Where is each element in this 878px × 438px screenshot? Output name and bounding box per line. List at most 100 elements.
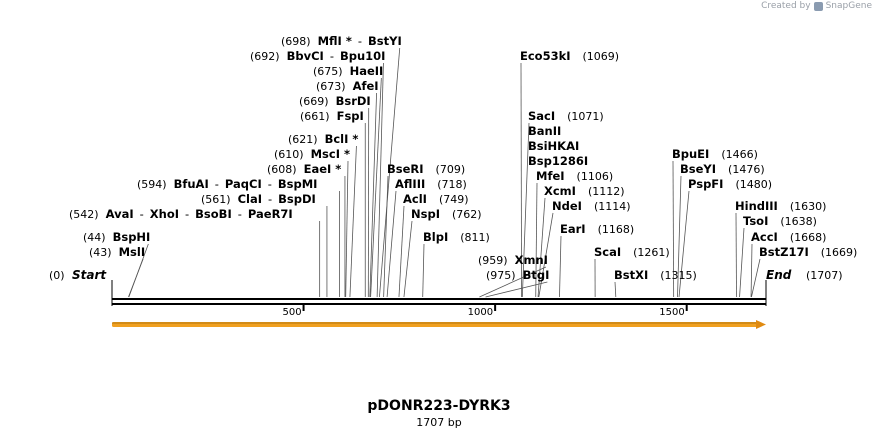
leader-line [614, 281, 617, 298]
enzyme-name: ScaI [594, 245, 621, 259]
enzyme-position: (1668) [790, 231, 827, 244]
leader-line [398, 205, 405, 298]
enzyme-name: MscI * [311, 147, 350, 161]
tick-label: 1000 [468, 307, 493, 318]
enzyme-name: SacI [528, 109, 555, 123]
enzyme-position: (718) [437, 178, 467, 191]
enzyme-label: (561) ClaI - BspDI [201, 192, 316, 206]
enzyme-label: (669) BsrDI [299, 94, 371, 108]
enzyme-label: Eco53kI (1069) [520, 49, 619, 63]
tick-label: 500 [282, 307, 301, 318]
enzyme-separator: - [268, 192, 272, 206]
enzyme-name: BsrDI [336, 94, 371, 108]
enzyme-label: XcmI (1112) [544, 184, 625, 198]
enzyme-label: (975) BtgI [486, 268, 549, 282]
enzyme-name: AccI [751, 230, 778, 244]
enzyme-name: Bsp1286I [528, 154, 588, 168]
enzyme-position: (762) [452, 208, 482, 221]
enzyme-name: FspI [337, 109, 364, 123]
enzyme-name: BseRI [387, 162, 424, 176]
enzyme-name: Bpu10I [340, 49, 385, 63]
enzyme-label: BstZ17I (1669) [759, 245, 857, 259]
enzyme-name: BspMI [278, 177, 318, 191]
enzyme-label: AccI (1668) [751, 230, 826, 244]
enzyme-name: ClaI [238, 192, 262, 206]
enzyme-position: (1315) [660, 269, 697, 282]
enzyme-label: (675) HaeII [313, 64, 383, 78]
enzyme-label: (542) AvaI - XhoI - BsoBI - PaeR7I [69, 207, 293, 221]
enzyme-name: AflIII [395, 177, 425, 191]
leader-line [677, 175, 682, 298]
leader-line [751, 258, 761, 298]
enzyme-separator: - [268, 177, 272, 191]
enzyme-position: (709) [436, 163, 466, 176]
enzyme-label: TsoI (1638) [743, 214, 817, 228]
enzyme-name: BbvCI [287, 49, 324, 63]
enzyme-label: BsiHKAI [528, 139, 579, 153]
enzyme-position: (44) [83, 231, 106, 244]
ruler-ticks: 500 1000 1500 [282, 305, 688, 318]
leader-lines [128, 47, 761, 298]
enzyme-label: BseRI (709) [387, 162, 465, 176]
enzyme-label: NspI (762) [411, 207, 482, 221]
enzyme-label: PspFI (1480) [688, 177, 772, 191]
enzyme-label: (698) MflI * - BstYI [281, 34, 402, 48]
enzyme-label: (43) MslI [89, 245, 145, 259]
enzyme-name: AclI [403, 192, 427, 206]
enzyme-position: (1480) [735, 178, 772, 191]
enzyme-position: (1630) [790, 200, 827, 213]
enzyme-position: (959) [478, 254, 508, 267]
leader-line [521, 122, 530, 298]
end-position: (1707) [806, 269, 843, 282]
leader-line [379, 47, 401, 298]
enzyme-label: HindIII (1630) [735, 199, 826, 213]
enzyme-position: (1466) [721, 148, 758, 161]
enzyme-label: (692) BbvCI - Bpu10I [250, 49, 385, 63]
enzyme-position: (692) [250, 50, 280, 63]
enzyme-separator: - [330, 49, 334, 63]
enzyme-name: NdeI [552, 199, 582, 213]
enzyme-separator: - [358, 34, 362, 48]
enzyme-separator: - [140, 207, 144, 221]
enzyme-label: ScaI (1261) [594, 245, 670, 259]
enzyme-position: (1669) [821, 246, 858, 259]
leader-line [376, 62, 384, 298]
enzyme-label: SacI (1071) [528, 109, 604, 123]
tick-label: 1500 [659, 307, 684, 318]
enzyme-position: (594) [137, 178, 167, 191]
snapgene-logo-icon [813, 1, 823, 11]
leader-line [559, 235, 562, 298]
enzyme-label: AflIII (718) [395, 177, 467, 191]
enzyme-position: (610) [274, 148, 304, 161]
enzyme-name: BseYI [680, 162, 716, 176]
feature-arrowhead-icon [756, 320, 766, 329]
enzyme-name: MflI * [318, 34, 352, 48]
enzyme-position: (1071) [567, 110, 604, 123]
enzyme-name: NspI [411, 207, 440, 221]
enzyme-label: (610) MscI * [274, 147, 350, 161]
enzyme-label: Bsp1286I [528, 154, 588, 168]
snapgene-credit: Created by SnapGene [761, 1, 872, 11]
enzyme-name: EarI [560, 222, 586, 236]
enzyme-position: (975) [486, 269, 516, 282]
enzyme-name: BanII [528, 124, 561, 138]
enzyme-position: (661) [300, 110, 330, 123]
enzyme-name: BpuEI [672, 147, 709, 161]
enzyme-separator: - [238, 207, 242, 221]
leader-line [535, 182, 538, 298]
enzyme-name: XmnI [515, 253, 548, 267]
enzyme-name: BstXI [614, 268, 648, 282]
map-title: pDONR223-DYRK3 [367, 398, 511, 414]
leader-line [128, 258, 144, 298]
enzyme-name: Eco53kI [520, 49, 571, 63]
enzyme-name: MfeI [536, 169, 565, 183]
enzyme-position: (673) [316, 80, 346, 93]
leader-line [479, 266, 547, 298]
enzyme-name: BtgI [523, 268, 550, 282]
enzyme-name: TsoI [743, 214, 768, 228]
enzyme-label: MfeI (1106) [536, 169, 613, 183]
enzyme-position: (621) [288, 133, 318, 146]
enzyme-position: (811) [460, 231, 490, 244]
enzyme-name: BsoBI [195, 207, 232, 221]
enzyme-name: BlpI [423, 230, 448, 244]
